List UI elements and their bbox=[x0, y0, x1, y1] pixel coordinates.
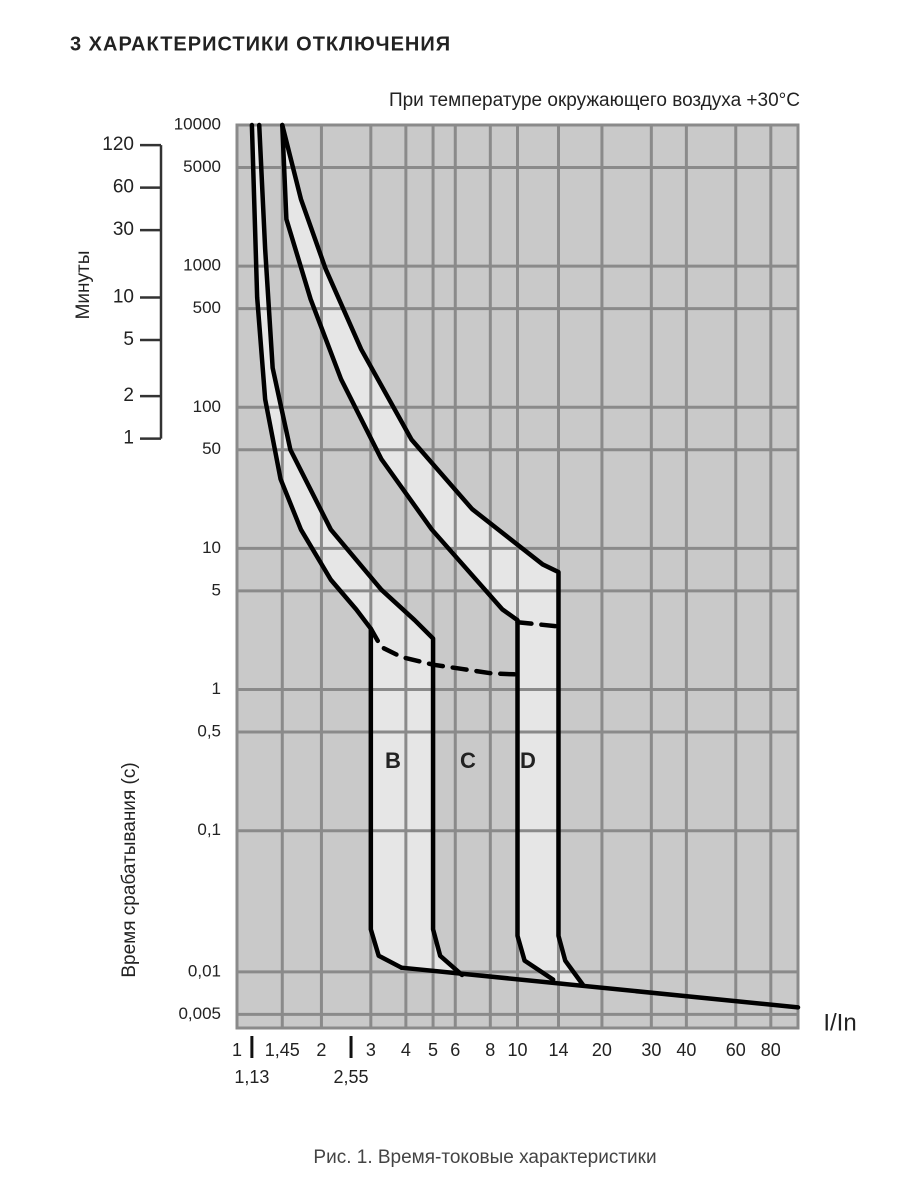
x-tick-label: 20 bbox=[592, 1040, 612, 1060]
dashed-curve bbox=[368, 626, 520, 677]
dashed-curve bbox=[515, 619, 561, 629]
x-tick-label: 6 bbox=[450, 1040, 460, 1060]
y2-tick-label: 5 bbox=[123, 329, 134, 350]
y-tick-label: 1 bbox=[212, 679, 221, 698]
x-tick-label: 30 bbox=[641, 1040, 661, 1060]
x-tick-label: 80 bbox=[761, 1040, 781, 1060]
y2-tick-label: 2 bbox=[123, 385, 134, 406]
plot-border bbox=[235, 123, 800, 1030]
y2-tick-label: 10 bbox=[113, 286, 134, 307]
x-tick-label: 2 bbox=[316, 1040, 326, 1060]
curve bbox=[399, 965, 801, 1010]
y-tick-label: 100 bbox=[193, 397, 221, 416]
curve bbox=[280, 122, 586, 988]
x-axis-label: I/In bbox=[823, 1009, 856, 1036]
x-tick-label: 4 bbox=[401, 1040, 411, 1060]
x-tick-label: 5 bbox=[428, 1040, 438, 1060]
caption: Рис. 1. Время-токовые характеристики bbox=[313, 1147, 656, 1168]
y-axis-label: Время срабатывания (с) bbox=[119, 762, 140, 977]
x-tick-label: 2,55 bbox=[334, 1067, 369, 1087]
y-tick-label: 10 bbox=[202, 538, 221, 557]
y-tick-label: 1000 bbox=[183, 256, 221, 275]
x-tick-label: 60 bbox=[726, 1040, 746, 1060]
y2-tick-label: 1 bbox=[123, 428, 134, 449]
curve bbox=[249, 122, 404, 970]
y-tick-label: 50 bbox=[202, 439, 221, 458]
y-tick-label: 0,005 bbox=[178, 1004, 221, 1023]
x-tick-label: 14 bbox=[548, 1040, 568, 1060]
y-tick-label: 10000 bbox=[174, 114, 221, 133]
y-tick-label: 5000 bbox=[183, 157, 221, 176]
x-tick-label: 1 bbox=[232, 1040, 242, 1060]
x-tick-label: 40 bbox=[676, 1040, 696, 1060]
y2-axis-label: Минуты bbox=[73, 251, 94, 320]
x-tick-label: 1,13 bbox=[234, 1067, 269, 1087]
y-tick-label: 0,01 bbox=[188, 961, 221, 980]
band-shading bbox=[251, 125, 462, 975]
chart-subtitle: При температуре окружающего воздуха +30°… bbox=[389, 90, 800, 111]
y2-tick-label: 120 bbox=[102, 134, 134, 155]
curve bbox=[256, 122, 465, 978]
y2-tick-label: 60 bbox=[113, 177, 134, 198]
y-tick-label: 5 bbox=[212, 580, 221, 599]
band-shading bbox=[282, 125, 583, 985]
x-tick-label: 3 bbox=[366, 1040, 376, 1060]
band-label: D bbox=[520, 748, 536, 773]
curve bbox=[280, 122, 556, 982]
x-tick-label: 1,45 bbox=[265, 1040, 300, 1060]
y-tick-label: 500 bbox=[193, 298, 221, 317]
y2-tick-label: 30 bbox=[113, 219, 134, 240]
y-tick-label: 0,1 bbox=[197, 820, 221, 839]
x-tick-label: 8 bbox=[485, 1040, 495, 1060]
chart-title: 3 ХАРАКТЕРИСТИКИ ОТКЛЮЧЕНИЯ bbox=[70, 33, 451, 55]
band-label: B bbox=[385, 748, 401, 773]
y-tick-label: 0,5 bbox=[197, 722, 221, 741]
band-label: C bbox=[460, 748, 476, 773]
x-tick-label: 10 bbox=[507, 1040, 527, 1060]
